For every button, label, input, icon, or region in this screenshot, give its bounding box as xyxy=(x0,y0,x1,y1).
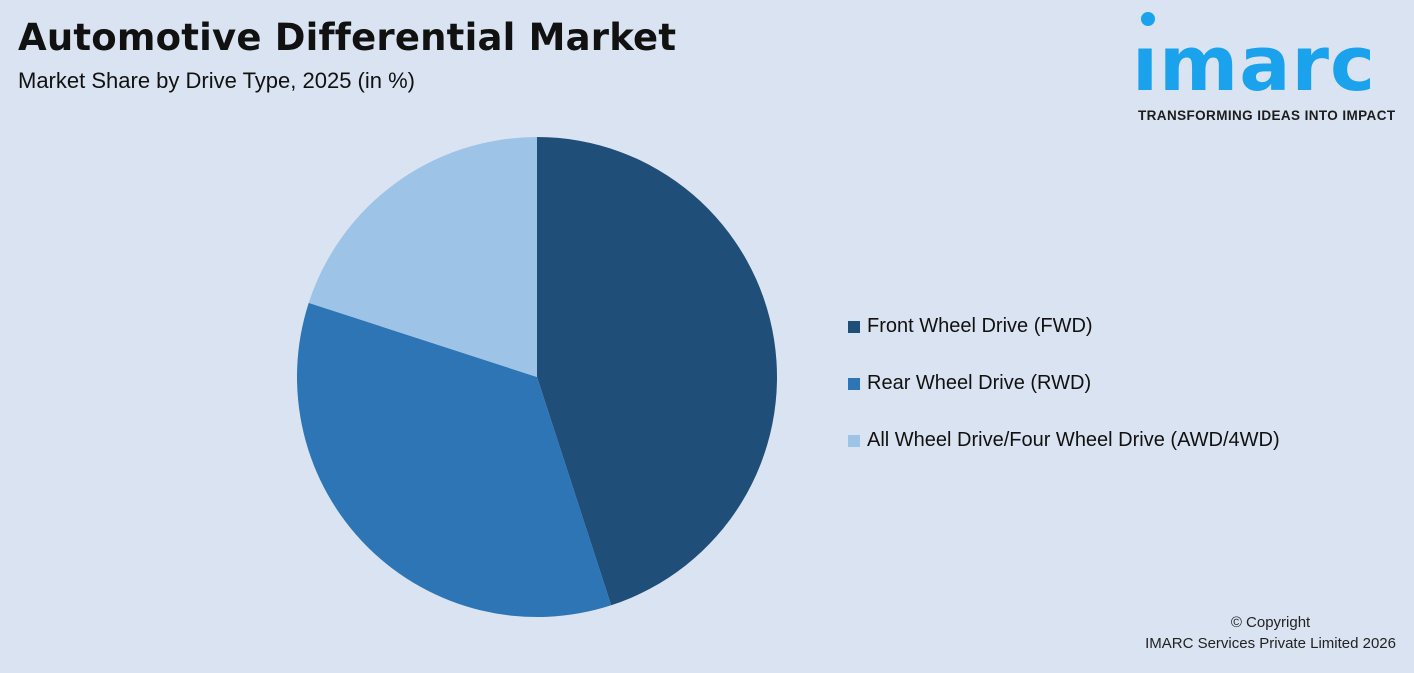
legend-item-rwd: Rear Wheel Drive (RWD) xyxy=(848,355,1280,412)
legend-item-awd: All Wheel Drive/Four Wheel Drive (AWD/4W… xyxy=(848,412,1280,469)
legend-swatch-awd xyxy=(848,434,860,447)
chart-title: Automotive Differential Market xyxy=(18,16,677,59)
copyright: © Copyright IMARC Services Private Limit… xyxy=(1145,612,1396,654)
pie-slice-rwd xyxy=(296,302,612,617)
copyright-line1: © Copyright xyxy=(1230,614,1311,631)
pie-slice-awd xyxy=(308,137,537,377)
logo-wordmark: ımarc xyxy=(1132,19,1377,108)
legend-swatch-rwd xyxy=(848,377,860,390)
logo-tagline: TRANSFORMING IDEAS INTO IMPACT xyxy=(1138,108,1396,123)
legend-label: All Wheel Drive/Four Wheel Drive (AWD/4W… xyxy=(867,429,1280,451)
legend-label: Rear Wheel Drive (RWD) xyxy=(867,372,1092,394)
legend-swatch-fwd xyxy=(848,320,860,333)
legend-label: Front Wheel Drive (FWD) xyxy=(867,315,1093,337)
copyright-line2: IMARC Services Private Limited 2026 xyxy=(1145,635,1396,652)
logo-dot-icon xyxy=(1141,12,1155,26)
legend: Front Wheel Drive (FWD) Rear Wheel Drive… xyxy=(848,298,1280,469)
legend-item-fwd: Front Wheel Drive (FWD) xyxy=(848,298,1280,355)
chart-subtitle: Market Share by Drive Type, 2025 (in %) xyxy=(18,68,415,93)
pie-slice-fwd xyxy=(537,137,777,606)
imarc-logo: ımarc TRANSFORMING IDEAS INTO IMPACT xyxy=(1132,8,1408,128)
